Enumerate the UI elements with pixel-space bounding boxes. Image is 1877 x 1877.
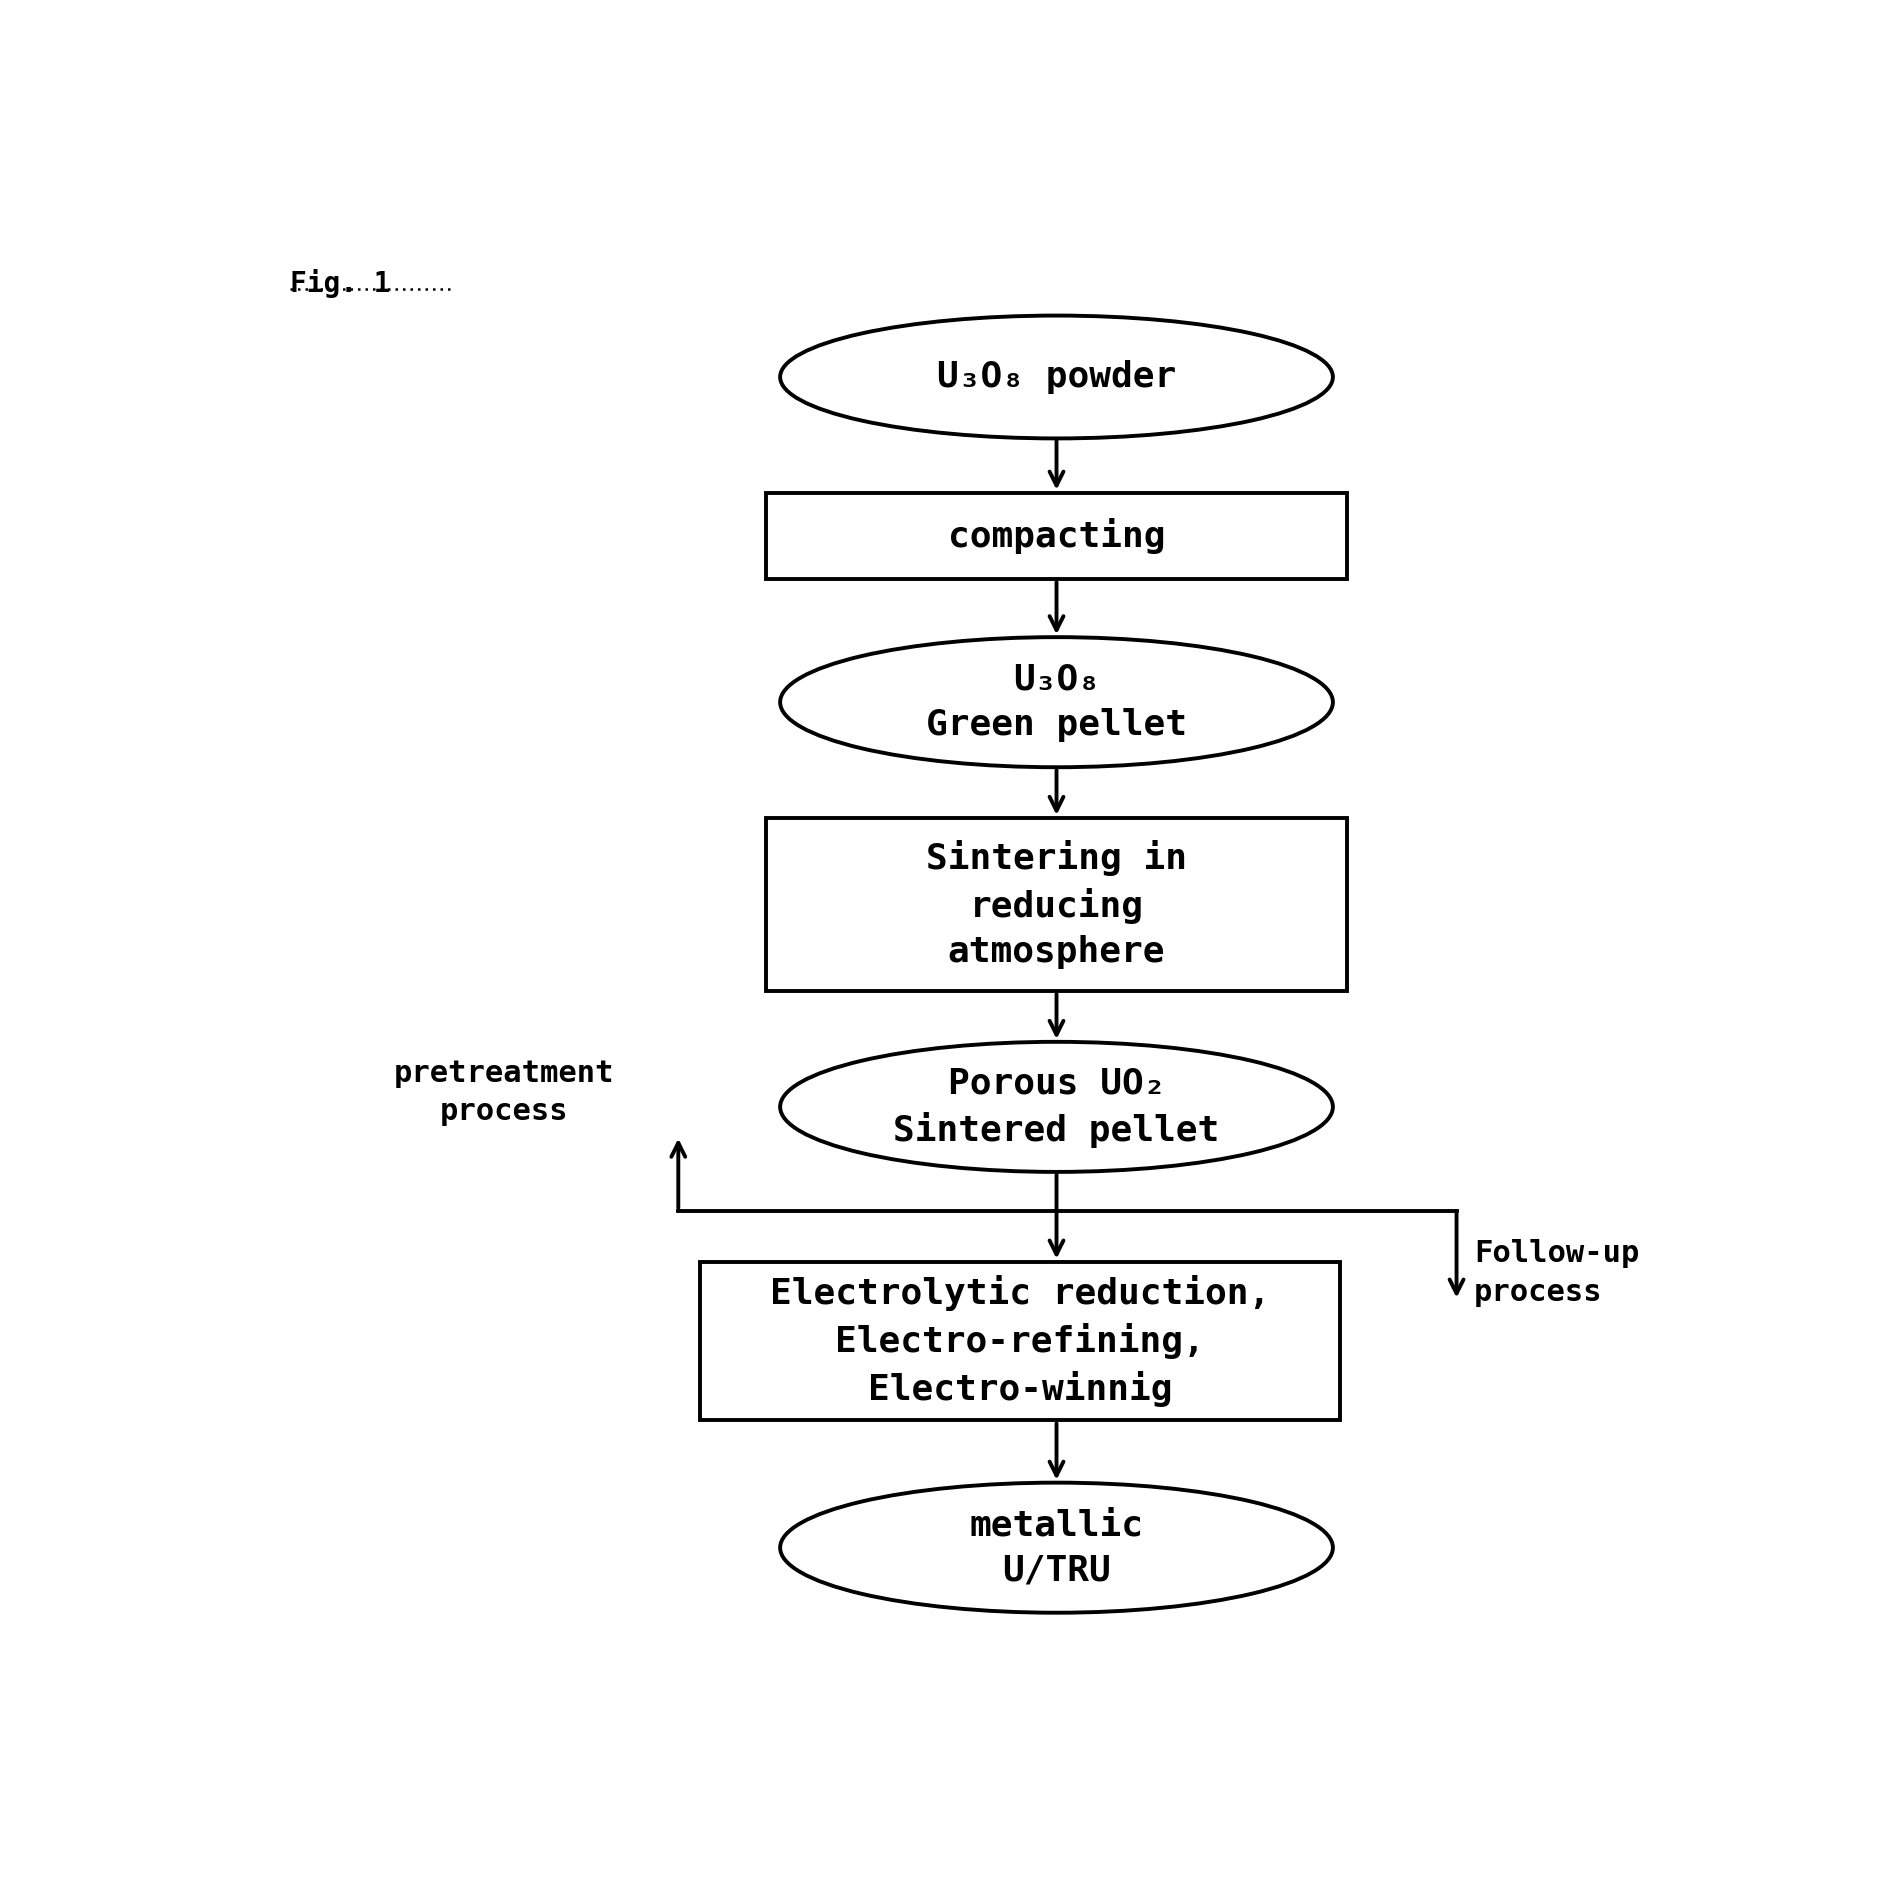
Text: Sintering in
reducing
atmosphere: Sintering in reducing atmosphere	[925, 841, 1186, 969]
Ellipse shape	[781, 1483, 1333, 1612]
Text: metallic
U/TRU: metallic U/TRU	[970, 1509, 1143, 1588]
Text: Porous UO₂
Sintered pellet: Porous UO₂ Sintered pellet	[893, 1066, 1220, 1147]
FancyBboxPatch shape	[766, 492, 1348, 580]
Text: Electrolytic reduction,
Electro-refining,
Electro-winnig: Electrolytic reduction, Electro-refining…	[770, 1274, 1271, 1406]
Text: Follow-up
process: Follow-up process	[1473, 1239, 1639, 1306]
Ellipse shape	[781, 1042, 1333, 1171]
Text: compacting: compacting	[948, 518, 1166, 554]
Text: pretreatment
process: pretreatment process	[394, 1059, 614, 1126]
FancyBboxPatch shape	[766, 818, 1348, 991]
Text: Fig. 1: Fig. 1	[289, 268, 390, 298]
Text: U₃O₈
Green pellet: U₃O₈ Green pellet	[925, 663, 1186, 741]
Ellipse shape	[781, 636, 1333, 768]
Text: U₃O₈ powder: U₃O₈ powder	[937, 360, 1177, 394]
Ellipse shape	[781, 315, 1333, 439]
FancyBboxPatch shape	[700, 1261, 1340, 1421]
